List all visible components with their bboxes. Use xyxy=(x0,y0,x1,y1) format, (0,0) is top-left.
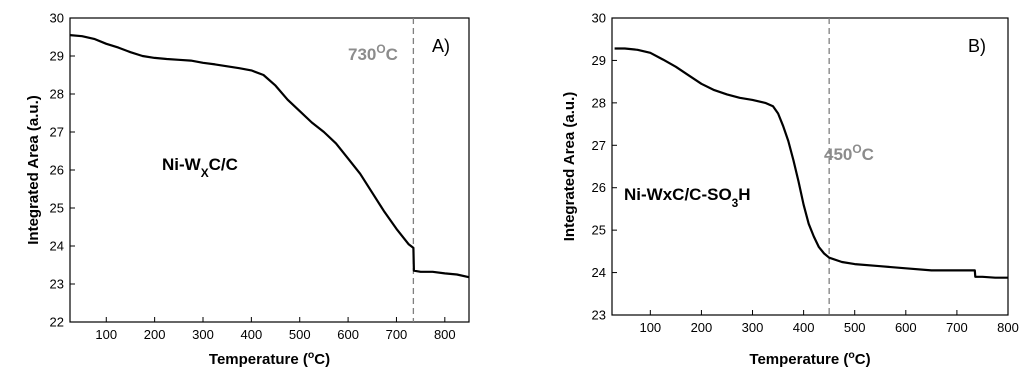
sample-label: Ni-WXC/C xyxy=(162,155,238,180)
x-tick-label: 300 xyxy=(742,320,764,335)
y-tick-label: 25 xyxy=(50,201,64,216)
sample-label: Ni-WxC/C-SO3H xyxy=(624,185,751,210)
transition-temperature-label: 450OC xyxy=(824,142,874,164)
x-tick-label: 400 xyxy=(793,320,815,335)
x-tick-label: 300 xyxy=(192,327,214,342)
x-tick-label: 700 xyxy=(386,327,408,342)
chart-panel-b: 100 200 300 400 500 600 700 800 23 24 25 26 27 28 29 30… xyxy=(561,11,1019,369)
y-tick-label: 27 xyxy=(592,138,606,153)
x-tick-label: 800 xyxy=(997,320,1019,335)
plot-frame xyxy=(69,17,470,323)
x-tick-label: 500 xyxy=(289,327,311,342)
y-tick-label: 24 xyxy=(592,265,606,280)
y-tick-label: 26 xyxy=(592,180,606,195)
series-line-0 xyxy=(614,47,1008,279)
y-tick-label: 30 xyxy=(50,11,64,26)
y-tick-label: 27 xyxy=(50,125,64,140)
x-axis-label: Temperature (oC) xyxy=(749,349,870,368)
y-tick-label: 22 xyxy=(50,315,64,330)
x-tick-label: 100 xyxy=(639,320,661,335)
panel-label: B) xyxy=(968,36,986,56)
y-tick-label: 24 xyxy=(50,239,64,254)
x-axis-label: Temperature (oC) xyxy=(209,349,330,368)
y-tick-label: 28 xyxy=(50,87,64,102)
chart-panel-a: 100 200 300 400 500 600 700 800 22 23 24 25 26 27 28 29… xyxy=(25,11,470,368)
x-tick-label: 400 xyxy=(241,327,263,342)
series-line-0 xyxy=(69,34,470,279)
x-tick-label: 500 xyxy=(844,320,866,335)
x-tick-label: 200 xyxy=(144,327,166,342)
y-axis-label: Integrated Area (a.u.) xyxy=(25,95,42,244)
y-tick-label: 30 xyxy=(592,11,606,26)
x-tick-label: 600 xyxy=(337,327,359,342)
x-tick-label: 100 xyxy=(95,327,117,342)
x-tick-label: 700 xyxy=(946,320,968,335)
x-tick-label: 200 xyxy=(691,320,713,335)
y-tick-label: 23 xyxy=(50,277,64,292)
plot-frame xyxy=(611,17,1009,316)
y-tick-label: 29 xyxy=(592,53,606,68)
y-tick-label: 25 xyxy=(592,223,606,238)
y-tick-label: 29 xyxy=(50,49,64,64)
panel-label: A) xyxy=(432,36,450,56)
y-axis-label: Integrated Area (a.u.) xyxy=(561,92,578,241)
y-tick-label: 28 xyxy=(592,95,606,110)
y-tick-label: 26 xyxy=(50,163,64,178)
transition-temperature-label: 730OC xyxy=(348,42,398,64)
x-tick-label: 600 xyxy=(895,320,917,335)
y-tick-label: 23 xyxy=(592,308,606,323)
x-tick-label: 800 xyxy=(434,327,456,342)
